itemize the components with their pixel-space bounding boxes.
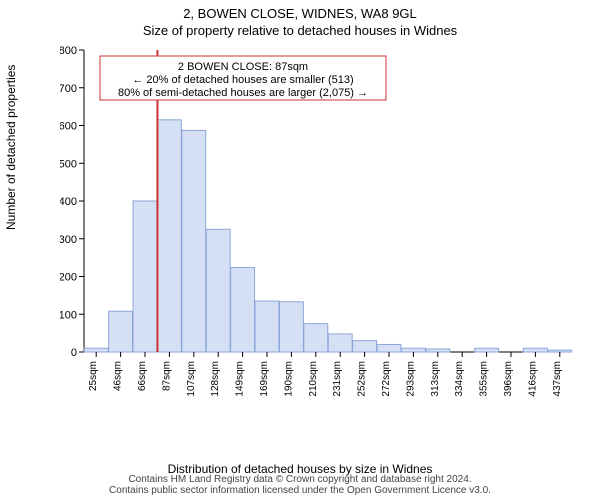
histogram-bar xyxy=(475,348,499,352)
svg-text:200: 200 xyxy=(60,272,77,284)
histogram-bar xyxy=(255,301,279,352)
histogram-bar xyxy=(157,120,181,352)
svg-text:500: 500 xyxy=(60,158,77,170)
footer-line2: Contains public sector information licen… xyxy=(0,485,600,496)
histogram-bar xyxy=(304,324,328,352)
x-tick-label: 396sqm xyxy=(503,361,514,397)
histogram-bar xyxy=(133,201,157,352)
info-box-line1: 2 BOWEN CLOSE: 87sqm xyxy=(178,61,308,73)
chart-title-address: 2, BOWEN CLOSE, WIDNES, WA8 9GL xyxy=(0,0,600,21)
x-tick-label: 169sqm xyxy=(259,361,270,397)
svg-text:600: 600 xyxy=(60,121,77,133)
histogram-bar xyxy=(401,348,425,352)
x-tick-label: 293sqm xyxy=(405,361,416,397)
x-tick-label: 66sqm xyxy=(137,361,148,391)
x-tick-label: 313sqm xyxy=(430,361,441,397)
x-tick-label: 272sqm xyxy=(381,361,392,397)
histogram-bar xyxy=(377,344,401,352)
x-tick-label: 210sqm xyxy=(308,361,319,397)
histogram-bar xyxy=(426,349,450,352)
x-tick-label: 437sqm xyxy=(552,361,563,397)
svg-text:700: 700 xyxy=(60,83,77,95)
histogram-bar xyxy=(353,341,377,352)
x-tick-label: 46sqm xyxy=(113,361,124,391)
histogram-bar xyxy=(84,348,108,352)
histogram-plot: 0 100 200 300 400 500 600 700 800 25sqm 46sqm 66sqm… xyxy=(60,44,580,414)
x-tick-label: 190sqm xyxy=(283,361,294,397)
footer-line1: Contains HM Land Registry data © Crown c… xyxy=(0,474,600,485)
svg-text:800: 800 xyxy=(60,45,77,57)
histogram-bar xyxy=(231,267,255,352)
svg-text:0: 0 xyxy=(71,347,77,359)
histogram-bar xyxy=(523,348,547,352)
footer-text: Contains HM Land Registry data © Crown c… xyxy=(0,474,600,496)
histogram-bar xyxy=(182,130,206,352)
x-tick-label: 355sqm xyxy=(479,361,490,397)
svg-text:300: 300 xyxy=(60,234,77,246)
x-tick-label: 416sqm xyxy=(527,361,538,397)
y-axis-label: Number of detached properties xyxy=(4,65,18,230)
x-tick-label: 128sqm xyxy=(210,361,221,397)
x-tick-label: 25sqm xyxy=(88,361,99,391)
histogram-bar xyxy=(109,311,133,352)
info-box-line3: 80% of semi-detached houses are larger (… xyxy=(118,87,368,99)
x-tick-label: 231sqm xyxy=(332,361,343,397)
histogram-bar xyxy=(548,350,572,352)
svg-text:100: 100 xyxy=(60,309,77,321)
x-tick-label: 149sqm xyxy=(235,361,246,397)
histogram-bar xyxy=(328,334,352,352)
info-box-line2: ← 20% of detached houses are smaller (51… xyxy=(132,74,353,86)
x-tick-label: 252sqm xyxy=(357,361,368,397)
chart-title-desc: Size of property relative to detached ho… xyxy=(0,21,600,38)
svg-text:400: 400 xyxy=(60,196,77,208)
histogram-bar xyxy=(279,302,303,352)
histogram-bar xyxy=(206,229,230,352)
x-tick-label: 107sqm xyxy=(186,361,197,397)
x-tick-label: 334sqm xyxy=(454,361,465,397)
x-tick-label: 87sqm xyxy=(161,361,172,391)
